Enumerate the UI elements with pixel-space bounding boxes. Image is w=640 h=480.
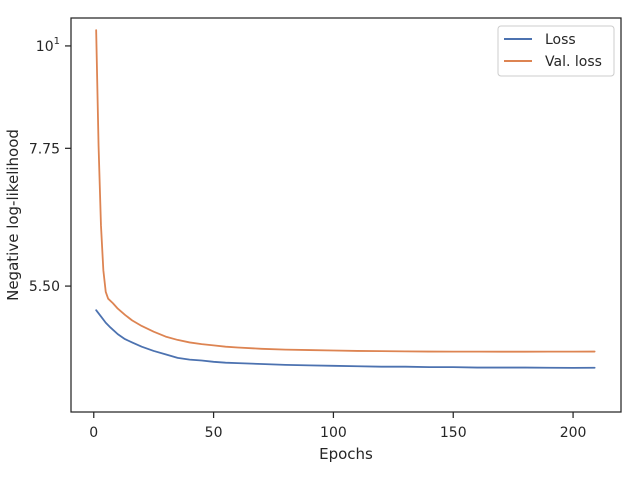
series-layer xyxy=(95,29,596,369)
x-tick-label: 50 xyxy=(205,425,223,441)
series-line-val-loss xyxy=(95,29,596,353)
y-tick-label-exponent: 1 xyxy=(54,36,60,47)
series-line-loss xyxy=(95,309,596,369)
plot-frame xyxy=(70,17,622,413)
x-tick-label: 100 xyxy=(320,425,347,441)
x-axis-label: Epochs xyxy=(319,445,373,463)
x-tick-label: 200 xyxy=(560,425,587,441)
plot-area xyxy=(71,18,621,412)
y-tick-label-base: 10 xyxy=(36,39,54,55)
legend: Loss Val. loss xyxy=(497,25,615,77)
y-tick-label: 101 xyxy=(36,36,60,55)
legend-label: Val. loss xyxy=(545,54,602,70)
x-axis: 0 50 100 150 200 xyxy=(89,412,586,441)
y-axis: 5.50 7.75 101 xyxy=(29,36,71,295)
x-tick-label: 0 xyxy=(89,425,98,441)
y-tick-label: 5.50 xyxy=(29,279,60,295)
y-axis-label: Negative log-likelihood xyxy=(4,129,22,301)
legend-label: Loss xyxy=(545,32,576,48)
y-tick-label-base: 5.50 xyxy=(29,279,60,295)
x-tick-label: 150 xyxy=(440,425,467,441)
y-tick-label: 7.75 xyxy=(29,141,60,157)
y-tick-label-base: 7.75 xyxy=(29,141,60,157)
